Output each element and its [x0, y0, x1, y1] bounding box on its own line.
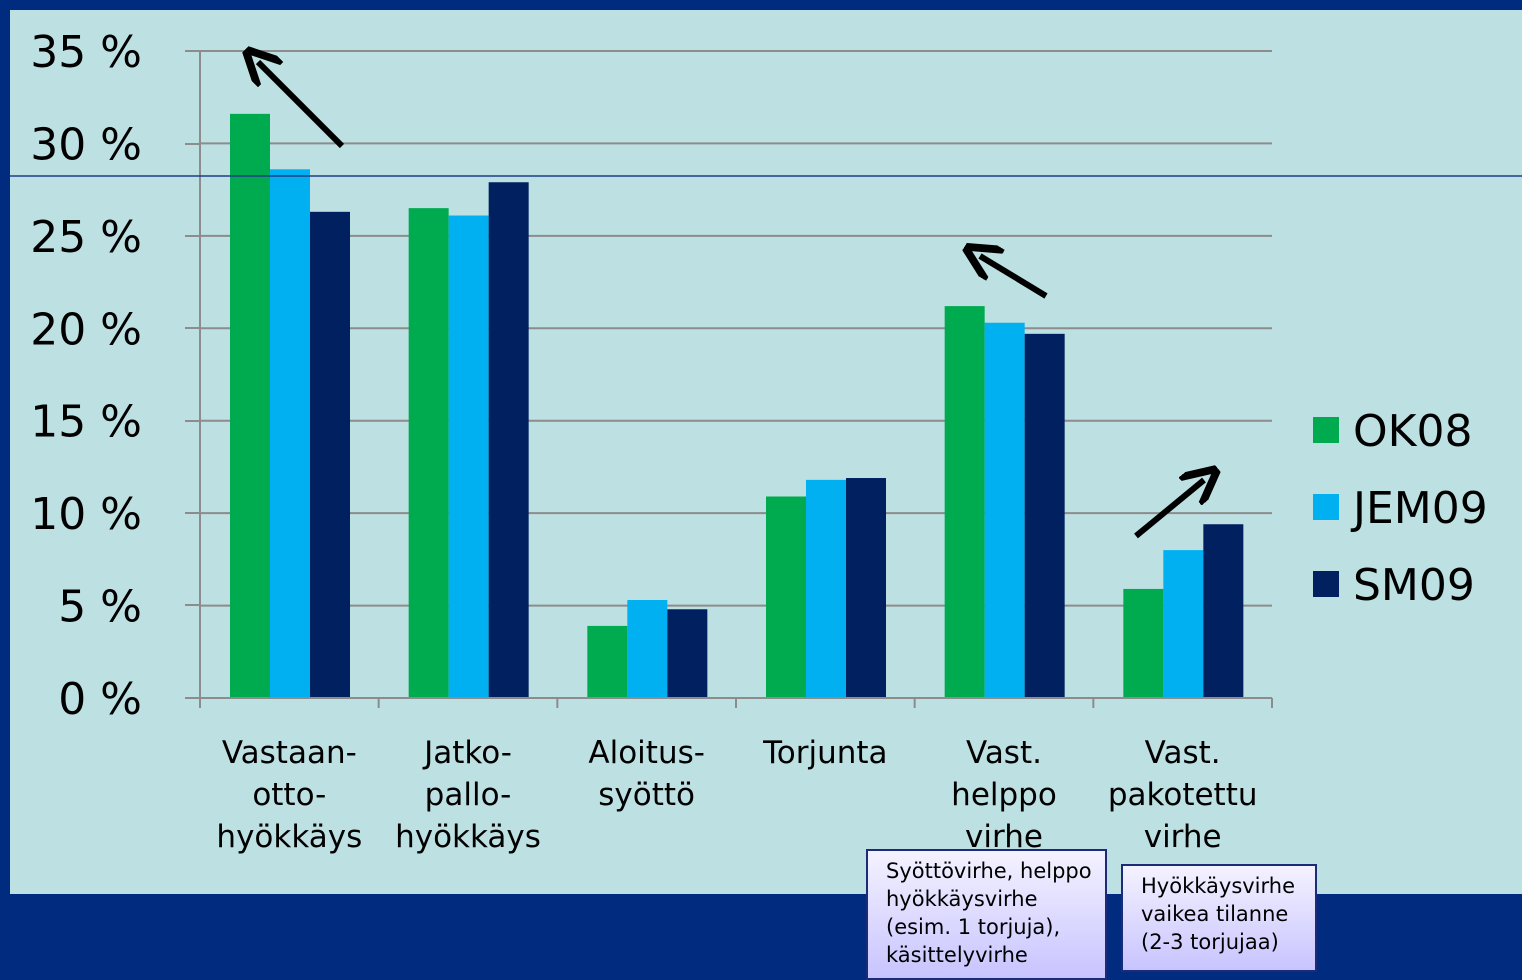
bar-jem09 — [270, 169, 310, 698]
bar-sm09 — [488, 182, 529, 699]
x-category-label: otto- — [252, 777, 326, 813]
x-category-label: Torjunta — [762, 735, 887, 771]
legend-swatch — [1313, 494, 1339, 520]
legend-label: SM09 — [1353, 560, 1475, 611]
y-tick-label: 15 % — [30, 397, 142, 448]
y-tick-label: 35 % — [30, 27, 142, 78]
x-category-label: Vast. — [1145, 735, 1221, 771]
note-forced-error: Hyökkäysvirhe vaikea tilanne (2-3 torjuj… — [1121, 864, 1317, 972]
note-line: käsittelyvirhe — [886, 943, 1028, 967]
note-line: (2-3 torjujaa) — [1141, 930, 1279, 954]
bar-jem09 — [627, 600, 668, 698]
bar-ok08 — [1123, 588, 1164, 698]
y-tick-label: 5 % — [58, 582, 142, 633]
bar-jem09 — [1163, 550, 1204, 698]
legend-label: JEM09 — [1350, 483, 1488, 534]
bar-sm09 — [1024, 333, 1065, 698]
up-left-arrow — [980, 256, 1048, 299]
bar-ok08 — [766, 496, 806, 698]
x-category-label: Vast. — [966, 735, 1042, 771]
bar-jem09 — [984, 322, 1025, 698]
x-category-label: Jatko- — [422, 735, 512, 771]
y-tick-label: 20 % — [30, 304, 142, 355]
note-line: hyökkäysvirhe — [886, 887, 1038, 911]
note-line: vaikea tilanne — [1141, 902, 1289, 926]
bar-ok08 — [587, 625, 628, 698]
y-tick-label: 10 % — [30, 489, 142, 540]
x-category-label: syöttö — [598, 777, 695, 813]
note-line: (esim. 1 torjuja), — [886, 915, 1061, 939]
note-line: Syöttövirhe, helppo — [886, 859, 1092, 883]
legend-swatch — [1313, 417, 1339, 443]
legend-swatch — [1313, 571, 1339, 597]
note-line: Hyökkäysvirhe — [1141, 874, 1296, 898]
chart-panel: 0 % 5 % 10 % 15 % 20 % 25 % 30 % 35 % Vastaan-ot… — [10, 10, 1522, 894]
legend-label: OK08 — [1353, 406, 1472, 457]
y-tick-label: 0 % — [58, 674, 142, 725]
x-category-label: pakotettu — [1108, 777, 1258, 813]
x-category-label: hyökkäys — [216, 819, 362, 855]
bar-ok08 — [408, 208, 449, 698]
x-category-label: helppo — [951, 777, 1057, 813]
x-category-label: hyökkäys — [395, 819, 541, 855]
x-category-label: Vastaan- — [222, 735, 357, 771]
bar-ok08 — [944, 306, 985, 698]
y-tick-label: 30 % — [30, 119, 142, 170]
bar-sm09 — [846, 478, 886, 698]
bar-ok08 — [230, 113, 270, 698]
x-category-label: virhe — [1144, 819, 1222, 855]
bar-sm09 — [1203, 524, 1244, 698]
x-category-label: Aloitus- — [588, 735, 705, 771]
up-right-arrow — [1134, 480, 1204, 539]
bar-sm09 — [667, 609, 708, 698]
bar-jem09 — [806, 479, 846, 698]
bar-chart: 0 % 5 % 10 % 15 % 20 % 25 % 30 % 35 % Vastaan-ot… — [10, 27, 1522, 855]
note-easy-error: Syöttövirhe, helppo hyökkäysvirhe (esim.… — [866, 849, 1107, 980]
y-tick-label: 25 % — [30, 212, 142, 263]
x-category-label: pallo- — [425, 777, 512, 813]
bar-sm09 — [310, 211, 350, 698]
up-left-arrow — [258, 62, 345, 149]
bar-jem09 — [448, 215, 489, 698]
